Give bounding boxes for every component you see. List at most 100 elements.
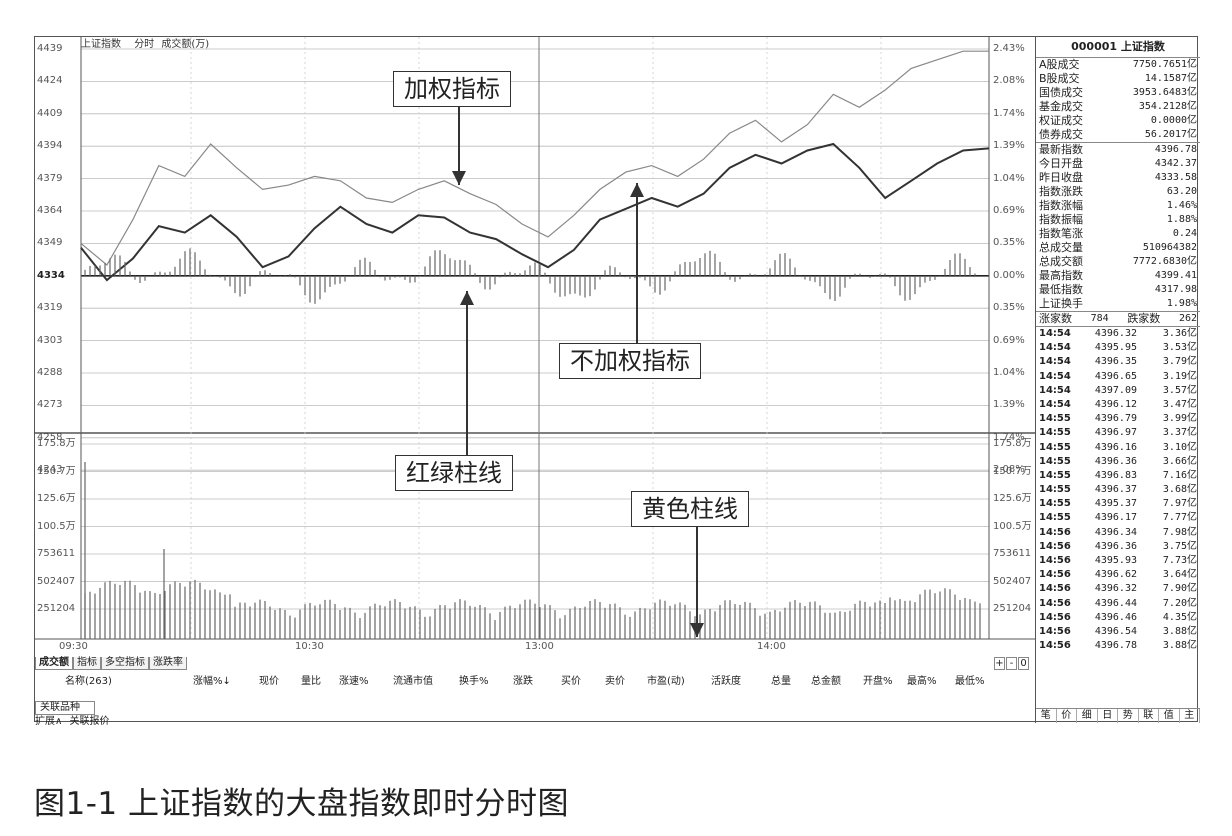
turnover-value: 14.1587亿 <box>1144 73 1197 84</box>
col-high-pct[interactable]: 最高% <box>907 676 937 687</box>
tab-related-quote[interactable]: 关联报价 <box>69 716 110 727</box>
tick-amount: 3.57亿 <box>1162 384 1197 396</box>
col-change[interactable]: 涨跌 <box>513 676 533 687</box>
stat-row: 最低指数 4317.98 <box>1036 283 1200 297</box>
tick-row: 14:55 4396.79 3.99亿 <box>1036 412 1200 426</box>
indicator-tabs: 成交额 指标 多空指标 涨跌率 <box>35 657 187 670</box>
tick-time: 14:54 <box>1039 398 1071 410</box>
vol-tick-label-right: 100.5万 <box>993 520 1032 532</box>
tick-price: 4395.37 <box>1094 498 1137 510</box>
col-turnover[interactable]: 换手% <box>459 676 489 687</box>
stat-label: 总成交量 <box>1039 241 1083 254</box>
quote-panel-title: 000001 上证指数 <box>1036 37 1200 58</box>
tick-amount: 7.97亿 <box>1162 498 1197 510</box>
stats-list: 最新指数 4396.78 今日开盘 4342.37 昨日收盘 4333.58 指数涨跌 63.… <box>1036 143 1200 311</box>
turnover-label: 权证成交 <box>1039 114 1083 127</box>
tick-time: 14:54 <box>1039 342 1071 354</box>
quote-tab[interactable]: 价 <box>1057 709 1077 723</box>
tick-time: 14:55 <box>1039 413 1071 425</box>
up-label: 涨家数 <box>1039 312 1072 325</box>
quote-tab[interactable]: 联 <box>1139 709 1159 723</box>
quote-panel-tabs: 笔价细日势联值主 <box>1036 708 1200 723</box>
col-ask[interactable]: 卖价 <box>605 676 625 687</box>
zoom-reset-button[interactable]: 0 <box>1018 657 1029 670</box>
col-low-pct[interactable]: 最低% <box>955 676 985 687</box>
tick-amount: 7.20亿 <box>1162 597 1197 609</box>
chart-frame: 上证指数 分时 成交额(万) 4439 2.43% 4424 2.08% 4409 1.7… <box>34 36 1200 727</box>
col-pe[interactable]: 市盈(动) <box>647 676 685 687</box>
col-name[interactable]: 名称(263) <box>65 676 112 687</box>
tick-amount: 3.10亿 <box>1162 441 1197 453</box>
price-tick-label: 4364 <box>37 205 63 216</box>
col-activity[interactable]: 活跃度 <box>711 676 741 687</box>
pct-tick-label: 0.00% <box>993 269 1025 281</box>
vol-tick-label: 502407 <box>37 575 76 587</box>
expand-button[interactable]: 扩展∧ <box>35 716 63 727</box>
tab-long-short[interactable]: 多空指标 <box>101 657 149 670</box>
tab-related[interactable]: 关联品种 <box>35 701 95 715</box>
col-total-vol[interactable]: 总量 <box>771 676 791 687</box>
tick-amount: 3.79亿 <box>1162 356 1197 368</box>
stat-value: 4399.41 <box>1154 270 1197 281</box>
tick-price: 4396.32 <box>1094 328 1137 339</box>
weighted-index-line <box>80 50 989 266</box>
tick-price: 4396.78 <box>1094 640 1137 652</box>
tick-price: 4396.97 <box>1094 427 1137 439</box>
price-tick-label: 4379 <box>37 172 63 184</box>
tick-amount: 3.47亿 <box>1162 398 1197 410</box>
turnover-value: 0.0000亿 <box>1150 115 1197 126</box>
tick-row: 14:56 4396.32 7.90亿 <box>1036 582 1200 596</box>
stat-label: 今日开盘 <box>1039 157 1083 170</box>
tick-time: 14:55 <box>1039 512 1071 524</box>
pct-tick-label: 0.69% <box>993 205 1025 216</box>
tick-price: 4396.34 <box>1094 526 1137 538</box>
tick-price: 4396.79 <box>1094 413 1137 425</box>
tick-price: 4396.12 <box>1094 398 1137 410</box>
bottom-tabs: 关联品种 扩展∧ 关联报价 <box>35 701 110 728</box>
quote-tab[interactable]: 势 <box>1118 709 1139 723</box>
stat-row: 最高指数 4399.41 <box>1036 269 1200 283</box>
col-speed[interactable]: 涨速% <box>339 676 369 687</box>
stat-value: 1.98% <box>1166 298 1197 309</box>
pct-tick-label: 1.74% <box>993 431 1025 443</box>
tick-row: 14:56 4396.54 3.88亿 <box>1036 625 1200 639</box>
quote-tab[interactable]: 值 <box>1159 709 1180 723</box>
turnover-label: 债券成交 <box>1039 128 1083 141</box>
vol-tick-label-right: 251204 <box>993 603 1032 614</box>
tick-row: 14:55 4396.37 3.68亿 <box>1036 483 1200 497</box>
callout-unweighted: 不加权指标 <box>559 343 701 379</box>
turnover-label: 基金成交 <box>1039 100 1083 113</box>
tab-indicator[interactable]: 指标 <box>73 657 101 670</box>
col-price[interactable]: 现价 <box>259 676 279 687</box>
quote-tab[interactable]: 细 <box>1077 709 1098 723</box>
chart-canvas <box>35 37 1035 640</box>
col-change-pct[interactable]: 涨幅%↓ <box>193 676 231 687</box>
quote-tab[interactable]: 主 <box>1180 709 1200 723</box>
quote-tab[interactable]: 日 <box>1098 709 1118 723</box>
table-header: 名称(263) 涨幅%↓ 现价 量比 涨速% 流通市值 换手% 涨跌 买价 卖价… <box>35 671 995 687</box>
tab-advance-decline[interactable]: 涨跌率 <box>149 657 187 670</box>
stat-value: 4342.37 <box>1154 158 1197 169</box>
tick-time: 14:55 <box>1039 484 1071 496</box>
col-volume-ratio[interactable]: 量比 <box>301 676 321 687</box>
tick-amount: 7.98亿 <box>1162 526 1197 538</box>
tick-row: 14:56 4396.44 7.20亿 <box>1036 597 1200 611</box>
zoom-out-button[interactable]: - <box>1006 657 1017 670</box>
tick-time: 14:56 <box>1039 569 1071 581</box>
arrow-yellow-head <box>690 623 704 637</box>
col-open-pct[interactable]: 开盘% <box>863 676 893 687</box>
pct-tick-label: 1.04% <box>993 172 1025 184</box>
turnover-label: B股成交 <box>1039 72 1080 85</box>
callout-weighted: 加权指标 <box>393 71 511 107</box>
chart-title: 上证指数 <box>81 39 121 50</box>
tick-price: 4396.62 <box>1094 569 1137 581</box>
zoom-controls: + - 0 <box>993 657 1029 670</box>
zoom-in-button[interactable]: + <box>994 657 1005 670</box>
tick-amount: 3.53亿 <box>1162 342 1197 354</box>
col-total-amt[interactable]: 总金额 <box>811 676 841 687</box>
tab-turnover[interactable]: 成交额 <box>35 657 73 670</box>
col-bid[interactable]: 买价 <box>561 676 581 687</box>
col-float-cap[interactable]: 流通市值 <box>393 676 433 687</box>
quote-tab[interactable]: 笔 <box>1036 709 1057 723</box>
tick-amount: 3.68亿 <box>1162 484 1197 496</box>
